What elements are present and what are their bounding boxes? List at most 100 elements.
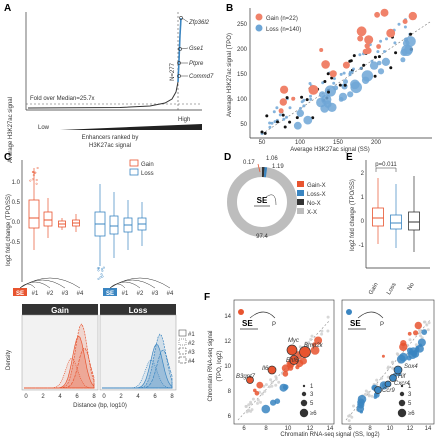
f-ytick: 14 xyxy=(224,314,231,320)
panel-f-point xyxy=(261,393,264,396)
panel-f-point xyxy=(415,348,420,353)
panel-b-point xyxy=(357,26,367,36)
panel-b-point xyxy=(370,61,378,69)
size-legend-item: ≥6 xyxy=(408,411,415,417)
f-gene-label: B3gnt7 xyxy=(236,374,256,380)
panel-b-point xyxy=(409,12,417,20)
facet-gain-title: Gain xyxy=(51,306,69,315)
panel-b-point xyxy=(343,62,350,69)
panel-c-legend-loss: Loss xyxy=(141,171,154,177)
panel-e-boxes xyxy=(373,176,420,252)
density-legend-item: #2 xyxy=(188,341,195,347)
panel-f-point xyxy=(256,382,263,389)
panel-a-n-label: N=277 xyxy=(170,62,176,81)
enh-label: #4 xyxy=(77,291,84,297)
panel-f-point xyxy=(399,353,408,362)
panel-f-point xyxy=(256,402,259,405)
panel-a-gene-label: Zfp36l2 xyxy=(188,20,210,26)
panel-b-point xyxy=(340,73,343,76)
panel-e-xtick: No xyxy=(407,281,416,291)
f-ytick: 10 xyxy=(224,364,231,370)
d-legend-item: Gain-X xyxy=(307,183,326,189)
enh-label: #2 xyxy=(137,291,144,297)
panel-b-point xyxy=(265,114,268,117)
panel-f-ylabel-1: Chromatin RNA-seq signal xyxy=(208,330,214,401)
panel-f-point xyxy=(252,398,255,401)
panel-f-point xyxy=(275,398,281,404)
box-outlier xyxy=(36,183,38,185)
enh-label: #1 xyxy=(122,291,129,297)
panel-b-point xyxy=(343,79,348,84)
panel-c-legend-gain-key xyxy=(130,160,138,166)
panel-b-point xyxy=(374,12,380,18)
panel-b-point xyxy=(362,77,369,84)
panel-f-point xyxy=(408,350,417,359)
box-outlier xyxy=(102,276,104,278)
panel-c-density-ylabel: Density xyxy=(6,350,12,370)
donut-se: SE xyxy=(257,196,268,205)
donut-value: 1.06 xyxy=(266,156,278,162)
f-se-right: SE xyxy=(350,319,361,328)
panel-f-point xyxy=(365,390,368,393)
f-xtick: 14 xyxy=(327,426,334,432)
panel-b-point xyxy=(330,70,337,77)
panel-b-point xyxy=(289,106,292,109)
panel-a-x-high: High xyxy=(178,117,190,123)
panel-f-point xyxy=(368,394,371,397)
size-legend-item: 5 xyxy=(408,401,412,407)
panel-a-x-low: Low xyxy=(38,125,50,131)
panel-b-legend-loss-dot xyxy=(256,25,263,32)
panel-f-point xyxy=(275,378,278,381)
panel-f-point xyxy=(255,391,260,396)
panel-b-ytick: 200 xyxy=(237,47,248,53)
panel-b-point xyxy=(374,56,377,59)
panel-f-point xyxy=(382,355,385,358)
panel-b-point xyxy=(299,107,302,110)
donut-value: 97.4 xyxy=(256,234,268,240)
box-outlier xyxy=(98,270,100,272)
panel-b-point xyxy=(268,126,271,129)
panel-b-point xyxy=(352,68,355,71)
panel-f-point xyxy=(283,384,289,390)
f-se-left: SE xyxy=(242,319,253,328)
panel-b-point xyxy=(400,57,405,62)
panel-b-point xyxy=(285,116,288,119)
panel-b-point xyxy=(271,122,274,125)
density-legend-item: #3 xyxy=(188,350,195,356)
d-legend-key xyxy=(297,208,304,214)
panel-a-rank-wedge xyxy=(60,124,202,130)
panel-c: C log2 fold change (TPO/SS) 1.0 0.5 0.0 … xyxy=(4,152,195,409)
panel-f-point xyxy=(418,339,426,347)
f-ytick: 6 xyxy=(228,414,232,420)
panel-f-point xyxy=(283,371,289,377)
panel-a-gene-label: Gse1 xyxy=(189,46,203,52)
panel-f-highlight-point xyxy=(268,366,276,374)
box-body xyxy=(29,200,39,228)
panel-b-point xyxy=(364,35,373,44)
panel-f-point xyxy=(320,333,323,336)
panel-b-point xyxy=(394,51,397,54)
panel-b-point xyxy=(347,91,353,97)
panel-b-label: B xyxy=(226,3,233,14)
panel-f-point xyxy=(387,366,390,369)
density-xtick: 4 xyxy=(136,394,140,400)
panel-b-point xyxy=(327,91,330,94)
d-legend-item: X-X xyxy=(307,210,317,216)
enh-label: #1 xyxy=(32,291,39,297)
panel-c-xlabel: Distance (bp, log10) xyxy=(73,403,127,409)
f-xtick: 6 xyxy=(242,426,246,432)
panel-b-legend-gain-dot xyxy=(256,14,263,21)
panel-b-legend-loss: Loss (n=140) xyxy=(266,27,301,33)
panel-b-point xyxy=(376,50,379,53)
density-xtick: 2 xyxy=(119,394,123,400)
panel-f-point xyxy=(269,378,272,381)
panel-b-point xyxy=(339,97,344,102)
panel-b-point xyxy=(378,55,381,58)
density-xtick: 0 xyxy=(24,394,28,400)
f-gene-label: Sox4 xyxy=(404,364,418,370)
panel-b-point xyxy=(357,36,363,42)
f-ytick: 8 xyxy=(228,389,232,395)
panel-f-point xyxy=(428,321,431,324)
panel-a-gene-label: Ptpre xyxy=(189,61,204,67)
panel-b-point xyxy=(389,66,392,69)
